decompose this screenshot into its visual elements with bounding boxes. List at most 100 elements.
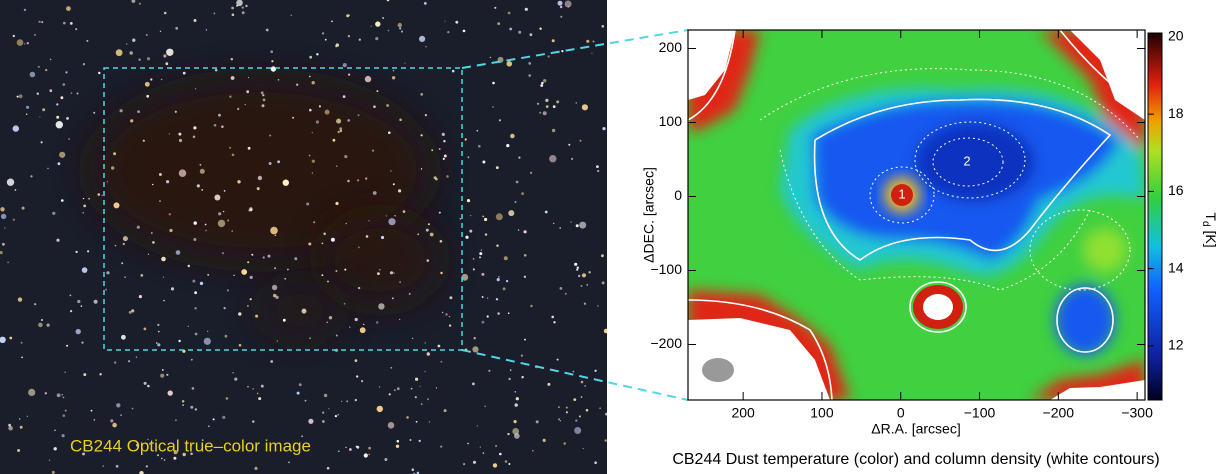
star [368,446,371,450]
star [400,30,404,33]
star [326,321,329,324]
star [255,314,259,318]
star [249,275,253,279]
star [237,107,240,111]
star [341,400,343,402]
star [56,103,59,106]
star [425,46,427,48]
star [545,98,549,102]
star [262,256,265,259]
star [324,109,330,115]
star [25,113,28,115]
star [524,7,528,11]
star [113,202,120,209]
star [426,259,430,262]
star [347,119,351,122]
star [515,180,519,184]
star [143,381,147,385]
star [335,43,339,47]
star [541,81,544,85]
star [214,194,221,201]
star [428,421,431,423]
star [600,254,604,258]
marker-label: 1 [898,186,905,201]
star [447,30,450,34]
star [451,69,455,73]
star [332,138,336,142]
star [496,278,500,282]
star [182,452,186,457]
star [504,460,508,463]
star [114,361,117,364]
star [479,252,483,256]
star [375,21,381,27]
star [429,232,434,237]
star [56,238,60,242]
star [488,369,491,372]
star [64,409,67,412]
star [365,177,368,180]
star [12,125,19,132]
star [59,151,66,158]
star [482,452,485,454]
star [507,11,511,15]
star [346,14,350,18]
star [552,105,556,108]
colorbar-tick-label: 18 [1168,105,1184,121]
star [194,307,197,310]
star [339,129,343,133]
star [371,149,375,152]
star [182,404,184,406]
star [514,403,518,407]
star [260,91,264,95]
star [106,271,110,275]
star [482,160,486,164]
star [469,229,473,233]
star [365,235,369,238]
star [479,446,481,448]
star [88,197,90,200]
star [245,4,248,8]
star [119,109,123,113]
star [14,189,17,191]
star [21,206,25,210]
star [335,270,338,272]
star [336,118,342,124]
star [342,63,347,68]
colorbar-tick-label: 14 [1168,259,1184,275]
star [258,397,262,401]
star [394,389,396,392]
star [391,76,396,80]
star [28,388,36,396]
star [470,215,472,217]
star [65,71,68,74]
star [269,134,272,137]
star [138,295,142,299]
star [489,56,492,59]
star [495,166,499,170]
star [98,71,101,75]
star [55,121,63,129]
star [559,420,561,422]
star [203,337,211,345]
star [270,50,274,53]
star [226,289,229,292]
star [472,382,475,386]
star [36,92,39,95]
star [268,162,272,165]
star [8,423,12,427]
star [47,167,49,169]
x-tick-label: −100 [964,405,996,421]
star [420,93,424,96]
star [129,51,133,55]
star [560,5,563,9]
zoom-line [461,349,689,401]
star [93,419,96,421]
star [364,75,372,83]
star [128,360,131,363]
star [399,318,401,320]
star [231,6,235,10]
star [271,60,274,63]
star [425,228,429,232]
star [131,0,136,3]
